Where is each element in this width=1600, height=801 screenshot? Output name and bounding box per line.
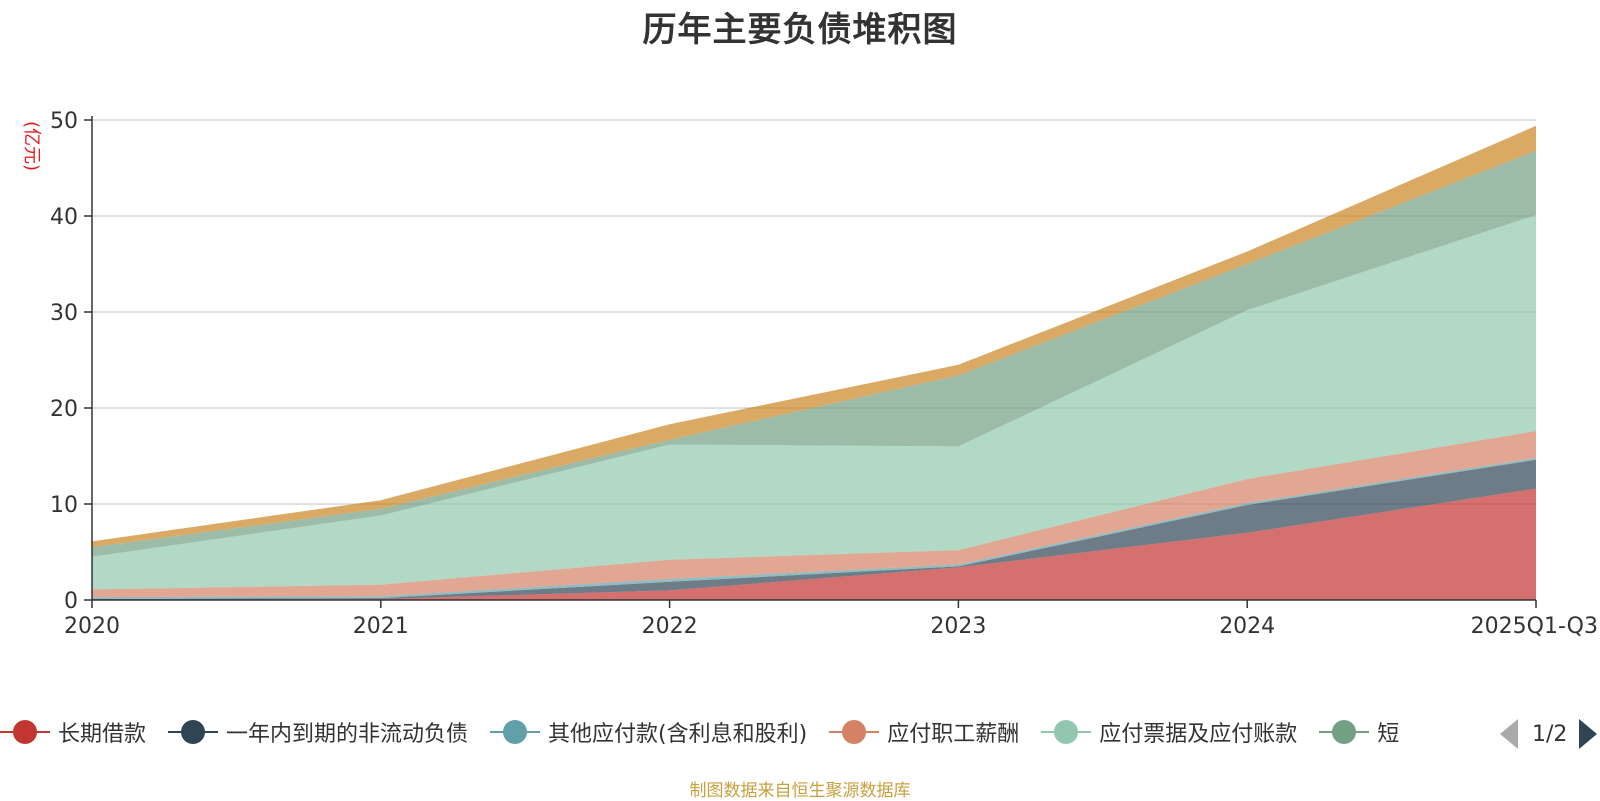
legend-item[interactable]: 一年内到期的非流动负债: [168, 712, 468, 752]
y-tick-label: 20: [50, 397, 78, 422]
area-series-4[interactable]: [92, 215, 1536, 590]
legend-page-indicator: 1/2: [1532, 721, 1568, 747]
legend-marker-icon: [829, 719, 880, 745]
legend-item-label: 其他应付款(含利息和股利): [548, 722, 808, 747]
legend-marker-icon: [1319, 719, 1370, 745]
x-tick-label: 2022: [642, 614, 698, 639]
legend-prev-arrow-icon[interactable]: [1500, 719, 1518, 749]
legend-marker-icon: [1041, 719, 1092, 745]
y-tick-label: 40: [50, 205, 78, 230]
legend-item-label: 短: [1377, 722, 1400, 747]
legend-marker-icon: [0, 719, 50, 745]
legend-item[interactable]: 其他应付款(含利息和股利): [490, 712, 807, 752]
legend-item-label: 长期借款: [58, 722, 147, 747]
legend: 长期借款 一年内到期的非流动负债 其他应付款(含利息和股利) 应付职工薪酬 应付票据及应…: [0, 712, 1488, 752]
x-tick-label: 2023: [930, 614, 986, 639]
area-series: [92, 125, 1536, 600]
legend-item[interactable]: 应付职工薪酬: [829, 712, 1019, 752]
legend-item[interactable]: 短: [1319, 712, 1399, 752]
x-tick-label: 2021: [353, 614, 409, 639]
x-tick-label: 2024: [1219, 614, 1275, 639]
source-note: 制图数据来自恒生聚源数据库: [689, 781, 911, 801]
legend-marker-icon: [168, 719, 219, 745]
legend-item-label: 一年内到期的非流动负债: [226, 722, 469, 747]
legend-item-label: 应付票据及应付账款: [1099, 722, 1298, 747]
chart-title: 历年主要负债堆积图: [642, 10, 958, 50]
legend-item[interactable]: 应付票据及应付账款: [1041, 712, 1297, 752]
x-tick-label: 2025Q1-Q3: [1471, 614, 1598, 639]
y-tick-label: 0: [64, 589, 78, 614]
axes: 0 10 20 30 40 50 2020 2021 2022 2023 2024 2025Q1-Q3…: [21, 109, 1598, 639]
legend-pager: 1/2: [1500, 717, 1598, 751]
y-tick-label: 30: [50, 301, 78, 326]
x-tick-label: 2020: [64, 614, 120, 639]
legend-item-label: 应付职工薪酬: [887, 722, 1020, 747]
legend-marker-icon: [490, 719, 541, 745]
legend-item[interactable]: 长期借款: [0, 712, 146, 752]
area-series-0[interactable]: [92, 488, 1536, 600]
area-series-3[interactable]: [92, 431, 1536, 598]
y-tick-label: 10: [50, 493, 78, 518]
y-axis-label: (亿元): [21, 121, 42, 171]
legend-next-arrow-icon[interactable]: [1579, 719, 1598, 749]
chart-plot: 0 10 20 30 40 50 2020 2021 2022 2023 2024 2025Q1-Q3…: [21, 109, 1598, 639]
y-tick-label: 50: [50, 109, 78, 134]
area-series-1[interactable]: [92, 459, 1536, 600]
